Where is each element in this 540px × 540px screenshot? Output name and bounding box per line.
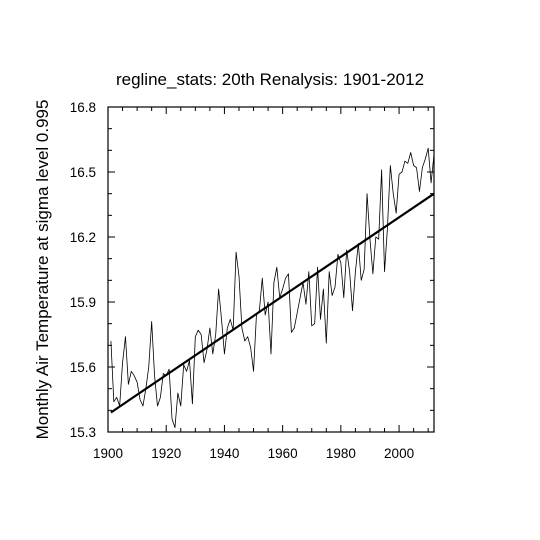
- plot-area: 1900 1920 1940 1960 1980 2000 15.3 15.6 15.9 16.…: [70, 100, 435, 461]
- chart-title: regline_stats: 20th Renalysis: 1901-2012: [116, 70, 424, 89]
- x-tick-label: 1900: [93, 446, 123, 461]
- y-tick-label: 15.3: [70, 425, 96, 440]
- y-tick-label: 15.6: [70, 360, 96, 375]
- x-tick-label: 1940: [209, 446, 239, 461]
- series-lines: [110, 147, 435, 429]
- y-tick-label: 16.5: [70, 165, 96, 180]
- y-tick-label: 15.9: [70, 295, 96, 310]
- axis-ticks: [107, 106, 434, 433]
- y-tick-labels: 15.3 15.6 15.9 16.2 16.5 16.8: [70, 100, 96, 440]
- x-tick-label: 1980: [326, 446, 356, 461]
- y-axis-label: Monthly Air Temperature at sigma level 0…: [33, 100, 52, 440]
- x-tick-label: 1920: [151, 446, 181, 461]
- regression-line: [110, 192, 435, 414]
- temperature-series-line: [110, 147, 435, 429]
- x-tick-label: 1960: [268, 446, 298, 461]
- plot-frame: [107, 106, 435, 433]
- x-tick-labels: 1900 1920 1940 1960 1980 2000: [93, 446, 414, 461]
- y-tick-label: 16.2: [70, 230, 96, 245]
- x-tick-label: 2000: [384, 446, 414, 461]
- y-tick-label: 16.8: [70, 100, 96, 115]
